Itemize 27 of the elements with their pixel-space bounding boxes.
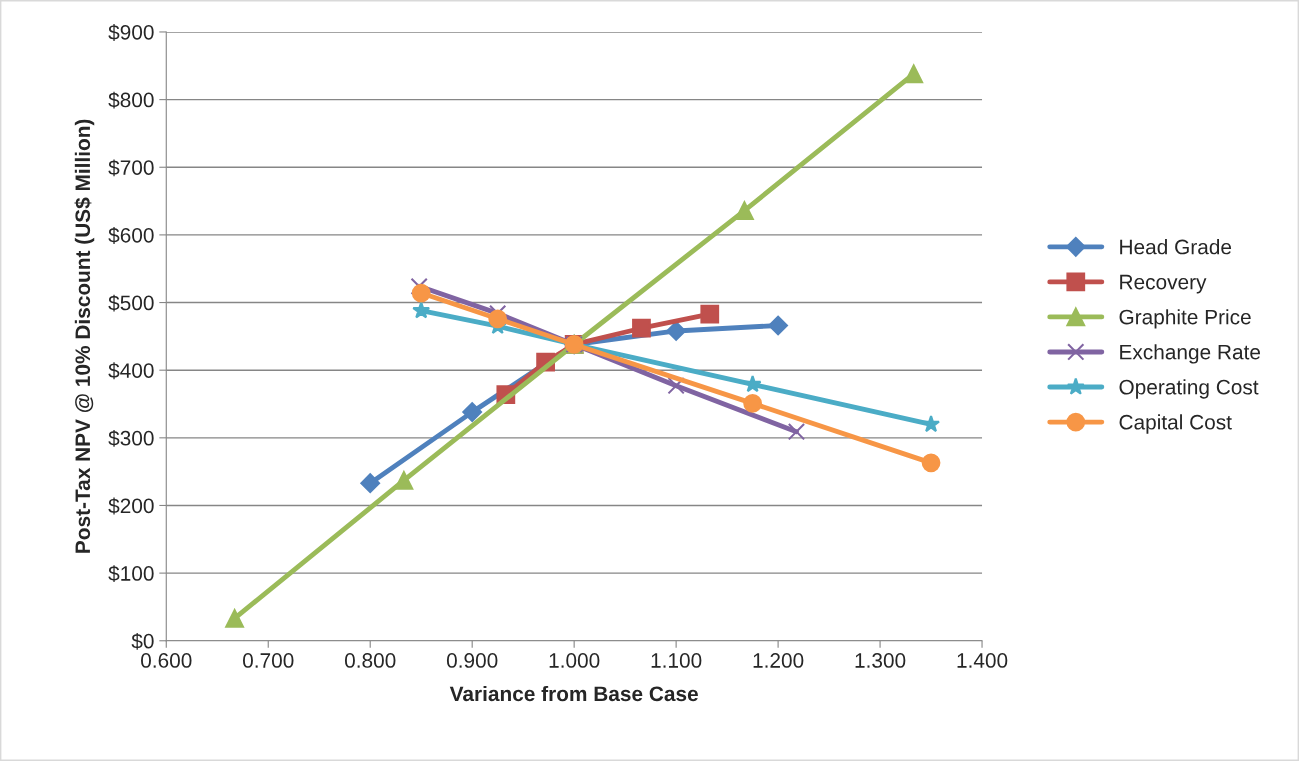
legend-label: Operating Cost <box>1119 379 1259 399</box>
y-tick-label: $0 <box>131 632 154 650</box>
y-tick-label: $900 <box>108 24 154 41</box>
y-tick-label: $300 <box>108 429 154 447</box>
x-tick-label: 0.900 <box>446 653 498 668</box>
y-tick-label: $700 <box>108 159 154 177</box>
y-tick-label: $600 <box>108 227 154 244</box>
x-tick-label: 0.700 <box>242 653 294 668</box>
x-tick-label: 1.000 <box>549 653 600 668</box>
x-tick-label: 1.100 <box>651 653 702 668</box>
y-tick-label: $800 <box>108 91 154 109</box>
y-tick-label: $500 <box>108 294 154 312</box>
legend-label: Recovery <box>1120 274 1207 294</box>
x-tick-label: 1.300 <box>855 653 906 668</box>
x-tick-label: 0.800 <box>344 653 396 668</box>
legend-label: Capital Cost <box>1119 414 1232 434</box>
x-tick-label: 0.600 <box>141 653 192 668</box>
legend-label: Head Grade <box>1120 239 1232 255</box>
y-tick-label: $200 <box>108 497 154 515</box>
x-tick-label: 1.200 <box>753 653 804 668</box>
legend-label: Exchange Rate <box>1120 344 1261 364</box>
y-tick-label: $400 <box>108 362 154 380</box>
x-axis-title: Variance from Base Case <box>449 685 698 702</box>
y-axis-title: Post-Tax NPV @ 10% Discount (US$ Million) <box>74 119 95 553</box>
x-tick-label: 1.400 <box>957 653 1008 668</box>
y-tick-label: $100 <box>108 565 154 583</box>
legend-label: Graphite Price <box>1119 309 1251 329</box>
